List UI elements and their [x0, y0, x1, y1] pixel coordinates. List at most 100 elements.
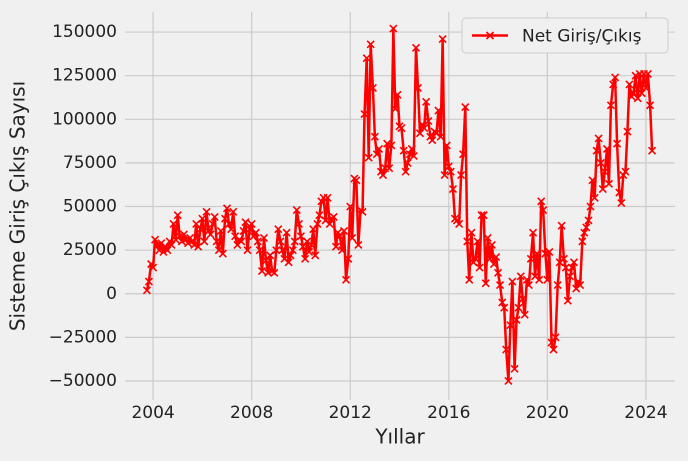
- point-marker: [477, 211, 486, 220]
- point-marker: [602, 144, 612, 154]
- point-marker: [553, 280, 562, 290]
- point-marker: [569, 258, 579, 267]
- point-marker: [500, 303, 509, 312]
- point-marker: [584, 216, 593, 225]
- point-marker: [339, 226, 349, 236]
- point-marker: [276, 237, 285, 246]
- point-marker: [391, 104, 400, 113]
- point-marker: [459, 150, 468, 159]
- point-marker: [528, 228, 538, 237]
- point-marker: [210, 212, 219, 222]
- point-marker: [502, 345, 511, 354]
- point-marker: [198, 214, 207, 223]
- point-marker: [457, 171, 466, 180]
- point-marker: [424, 116, 433, 126]
- point-marker: [413, 83, 423, 92]
- y-tick-label: −25000: [49, 327, 117, 347]
- point-marker: [582, 223, 591, 232]
- point-marker: [169, 219, 178, 229]
- point-marker: [444, 162, 453, 171]
- point-marker: [561, 263, 570, 272]
- point-marker: [514, 303, 523, 312]
- point-marker: [446, 167, 455, 176]
- point-marker: [341, 275, 351, 284]
- point-marker: [455, 219, 464, 229]
- point-marker: [239, 226, 248, 236]
- point-marker: [222, 204, 232, 213]
- point-marker: [563, 296, 572, 305]
- point-marker: [494, 268, 503, 277]
- point-marker: [520, 310, 529, 319]
- point-marker: [301, 254, 310, 263]
- y-tick-label: 125000: [52, 66, 117, 86]
- point-marker: [370, 132, 379, 141]
- point-marker: [331, 242, 340, 251]
- point-marker: [401, 167, 410, 176]
- point-marker: [643, 69, 652, 78]
- point-marker: [227, 225, 236, 234]
- point-marker: [518, 294, 527, 304]
- point-marker: [483, 233, 492, 242]
- point-marker: [389, 24, 398, 33]
- point-marker: [294, 219, 304, 229]
- point-marker: [387, 141, 396, 150]
- point-marker: [372, 150, 381, 159]
- point-marker: [305, 247, 314, 256]
- point-marker: [150, 235, 160, 244]
- point-marker: [648, 146, 657, 155]
- point-marker: [253, 237, 262, 246]
- point-marker: [436, 132, 445, 141]
- point-marker: [292, 205, 301, 215]
- point-marker: [551, 333, 560, 342]
- legend-box: [461, 17, 669, 54]
- point-marker: [393, 90, 402, 99]
- point-marker: [307, 240, 316, 249]
- point-marker: [606, 101, 615, 110]
- point-marker: [440, 171, 449, 180]
- point-marker: [325, 219, 334, 229]
- point-marker: [633, 94, 642, 103]
- point-marker: [385, 164, 394, 173]
- point-marker: [212, 237, 221, 246]
- point-marker: [604, 179, 614, 188]
- point-marker: [535, 275, 544, 284]
- x-tick-label: 2008: [230, 403, 273, 423]
- point-marker: [329, 212, 338, 222]
- point-marker: [216, 226, 225, 236]
- point-marker: [360, 109, 369, 119]
- point-marker: [434, 106, 443, 115]
- point-marker: [259, 233, 269, 242]
- point-marker: [516, 272, 525, 281]
- point-marker: [346, 202, 355, 211]
- point-marker: [311, 251, 320, 260]
- point-marker: [641, 83, 650, 92]
- point-marker: [615, 188, 624, 197]
- point-marker: [313, 219, 322, 229]
- point-marker: [631, 71, 640, 80]
- x-tick-label: 2024: [624, 403, 667, 423]
- x-tick-label: 2020: [526, 403, 569, 423]
- point-marker: [411, 43, 421, 52]
- y-tick-label: 25000: [63, 240, 117, 260]
- point-marker: [364, 153, 373, 162]
- point-marker: [149, 263, 158, 272]
- point-marker: [255, 246, 264, 255]
- y-tick-label: 150000: [52, 22, 117, 42]
- point-marker: [378, 171, 388, 180]
- y-tick-label: 75000: [63, 153, 117, 173]
- legend: Net Giriş/Çıkış: [461, 17, 669, 54]
- y-tick-label: −50000: [49, 371, 117, 391]
- point-marker: [522, 275, 531, 284]
- point-marker: [272, 246, 281, 255]
- point-marker: [420, 123, 429, 133]
- point-marker: [492, 253, 501, 262]
- point-marker: [409, 151, 418, 160]
- point-marker: [175, 232, 184, 241]
- point-marker: [479, 211, 488, 220]
- point-marker: [352, 176, 361, 185]
- point-marker: [567, 263, 577, 272]
- point-marker: [545, 247, 554, 256]
- legend-marker: [485, 31, 495, 40]
- point-marker: [485, 254, 495, 263]
- point-marker: [220, 214, 230, 223]
